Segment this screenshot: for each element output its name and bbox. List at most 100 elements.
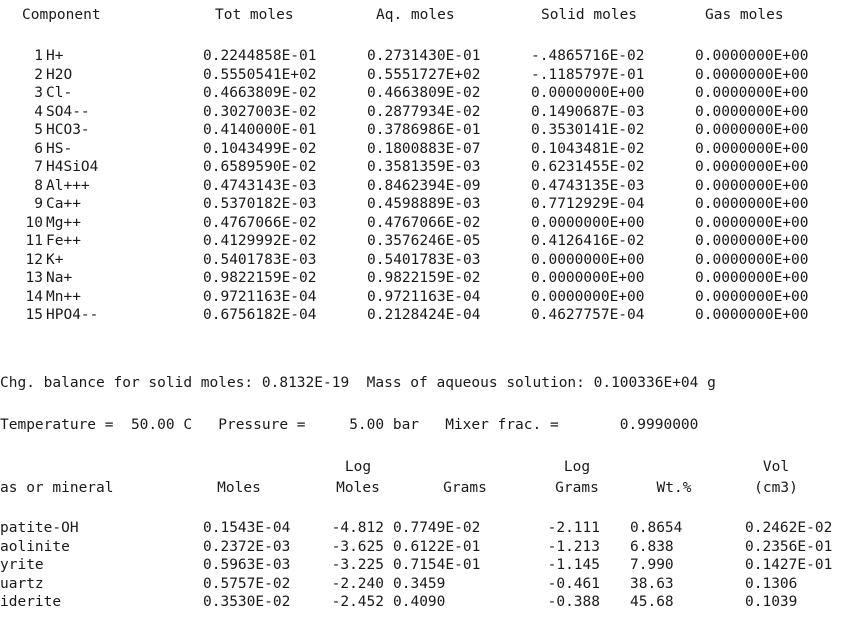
component-tot-moles: 0.3027003E-02: [203, 104, 317, 120]
mineral-log-moles: -2.452: [331, 594, 384, 610]
component-tot-moles: 0.1043499E-02: [203, 141, 317, 157]
header-log-grams-bottom: Grams: [555, 480, 599, 496]
component-tot-moles: 0.4140000E-01: [203, 122, 317, 138]
mineral-moles: 0.1543E-04: [203, 520, 291, 536]
component-solid-moles: 0.0000000E+00: [531, 215, 645, 231]
mineral-grams: 0.6122E-01: [393, 539, 481, 555]
mineral-moles: 0.2372E-03: [203, 539, 291, 555]
header-grams: Grams: [443, 480, 487, 496]
component-tot-moles: 0.5401783E-03: [203, 252, 317, 268]
header-moles: Moles: [217, 480, 261, 496]
component-aq-moles: 0.4663809E-02: [367, 85, 481, 101]
mineral-moles: 0.3530E-02: [203, 594, 291, 610]
mineral-grams: 0.4090: [393, 594, 446, 610]
mineral-log-grams: -0.388: [547, 594, 600, 610]
component-solid-moles: -.1185797E-01: [531, 67, 645, 83]
mineral-name: iderite: [0, 594, 62, 610]
header-vol-bottom: (cm3): [754, 480, 798, 496]
component-gas-moles: 0.0000000E+00: [695, 196, 809, 212]
component-gas-moles: 0.0000000E+00: [695, 159, 809, 175]
mineral-wt-percent: 7.990: [630, 557, 674, 573]
component-gas-moles: 0.0000000E+00: [695, 252, 809, 268]
mineral-moles: 0.5757E-02: [203, 576, 291, 592]
mineral-volume: 0.2356E-01: [745, 539, 833, 555]
component-name: Fe++: [46, 233, 81, 249]
component-gas-moles: 0.0000000E+00: [695, 215, 809, 231]
component-name: Ca++: [46, 196, 81, 212]
component-index: 6: [34, 141, 43, 157]
component-solid-moles: -.4865716E-02: [531, 48, 645, 64]
component-aq-moles: 0.4598889E-03: [367, 196, 481, 212]
component-tot-moles: 0.9822159E-02: [203, 270, 317, 286]
component-name: H4SiO4: [46, 159, 99, 175]
component-aq-moles: 0.2128424E-04: [367, 307, 481, 323]
temperature-pressure-line: Temperature = 50.00 C Pressure = 5.00 ba…: [0, 417, 699, 433]
component-tot-moles: 0.4663809E-02: [203, 85, 317, 101]
component-index: 11: [25, 233, 43, 249]
component-index: 2: [34, 67, 43, 83]
component-solid-moles: 0.0000000E+00: [531, 85, 645, 101]
component-tot-moles: 0.4129992E-02: [203, 233, 317, 249]
component-name: HCO3-: [46, 122, 90, 138]
component-name: H+: [46, 48, 64, 64]
header-gas-moles: Gas moles: [705, 7, 784, 23]
component-tot-moles: 0.9721163E-04: [203, 289, 317, 305]
component-index: 7: [34, 159, 43, 175]
component-tot-moles: 0.6589590E-02: [203, 159, 317, 175]
component-solid-moles: 0.0000000E+00: [531, 270, 645, 286]
component-tot-moles: 0.4767066E-02: [203, 215, 317, 231]
component-index: 3: [34, 85, 43, 101]
component-name: H2O: [46, 67, 73, 83]
component-tot-moles: 0.4743143E-03: [203, 178, 317, 194]
component-aq-moles: 0.2731430E-01: [367, 48, 481, 64]
component-aq-moles: 0.9822159E-02: [367, 270, 481, 286]
component-tot-moles: 0.6756182E-04: [203, 307, 317, 323]
component-solid-moles: 0.7712929E-04: [531, 196, 645, 212]
component-aq-moles: 0.4767066E-02: [367, 215, 481, 231]
component-solid-moles: 0.0000000E+00: [531, 289, 645, 305]
mineral-wt-percent: 45.68: [630, 594, 674, 610]
component-gas-moles: 0.0000000E+00: [695, 122, 809, 138]
component-aq-moles: 0.2877934E-02: [367, 104, 481, 120]
component-gas-moles: 0.0000000E+00: [695, 178, 809, 194]
component-gas-moles: 0.0000000E+00: [695, 289, 809, 305]
component-name: K+: [46, 252, 64, 268]
component-index: 9: [34, 196, 43, 212]
header-log-moles-top: Log: [344, 459, 372, 475]
mineral-wt-percent: 6.838: [630, 539, 674, 555]
mineral-name: aolinite: [0, 539, 70, 555]
component-gas-moles: 0.0000000E+00: [695, 67, 809, 83]
component-aq-moles: 0.5551727E+02: [367, 67, 481, 83]
component-aq-moles: 0.3786986E-01: [367, 122, 481, 138]
mineral-wt-percent: 0.8654: [630, 520, 683, 536]
header-mineral-name: as or mineral: [0, 480, 114, 496]
component-gas-moles: 0.0000000E+00: [695, 141, 809, 157]
mineral-volume: 0.1427E-01: [745, 557, 833, 573]
component-gas-moles: 0.0000000E+00: [695, 233, 809, 249]
component-name: Mn++: [46, 289, 81, 305]
component-index: 8: [34, 178, 43, 194]
component-gas-moles: 0.0000000E+00: [695, 270, 809, 286]
component-solid-moles: 0.0000000E+00: [531, 252, 645, 268]
component-name: Mg++: [46, 215, 81, 231]
component-aq-moles: 0.3576246E-05: [367, 233, 481, 249]
component-gas-moles: 0.0000000E+00: [695, 85, 809, 101]
mineral-log-grams: -1.145: [547, 557, 600, 573]
component-index: 14: [25, 289, 43, 305]
component-name: Cl-: [46, 85, 73, 101]
component-name: SO4--: [46, 104, 90, 120]
component-tot-moles: 0.5550541E+02: [203, 67, 317, 83]
component-tot-moles: 0.5370182E-03: [203, 196, 317, 212]
mineral-log-moles: -3.625: [331, 539, 384, 555]
mineral-volume: 0.1039: [745, 594, 798, 610]
component-gas-moles: 0.0000000E+00: [695, 48, 809, 64]
header-tot-moles: Tot moles: [215, 7, 294, 23]
component-name: HPO4--: [46, 307, 99, 323]
mineral-grams: 0.7749E-02: [393, 520, 481, 536]
header-wt-percent: Wt.%: [656, 480, 692, 496]
component-index: 5: [34, 122, 43, 138]
component-tot-moles: 0.2244858E-01: [203, 48, 317, 64]
header-vol-top: Vol: [762, 459, 790, 475]
mineral-log-moles: -4.812: [331, 520, 384, 536]
header-log-grams-top: Log: [563, 459, 591, 475]
